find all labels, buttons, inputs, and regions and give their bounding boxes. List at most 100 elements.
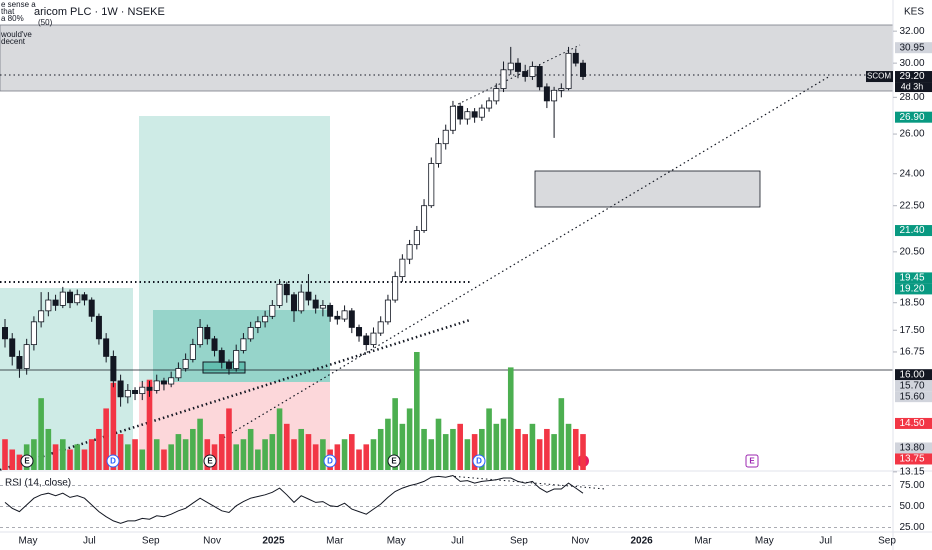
volume-bar xyxy=(9,449,16,470)
candle-body xyxy=(283,283,290,296)
volume-bar xyxy=(60,439,66,470)
note-text: that xyxy=(1,7,15,16)
volume-bar xyxy=(428,439,435,470)
volume-bar xyxy=(81,449,88,470)
price-tag-label: 19.20 xyxy=(899,284,924,295)
volume-bar xyxy=(377,428,384,470)
rsi-title: RSI (14, close) xyxy=(5,478,71,489)
volume-bar xyxy=(414,352,420,470)
event-marker xyxy=(106,454,120,468)
candle-body xyxy=(348,310,355,328)
candle-body xyxy=(110,356,117,382)
volume-bar xyxy=(529,423,536,470)
x-tick-label: 2026 xyxy=(630,536,653,547)
volume-bar xyxy=(471,434,478,470)
candle-body xyxy=(30,321,37,346)
price-tag xyxy=(895,417,932,429)
y-tick-label: 32.00 xyxy=(899,26,924,37)
candle-body xyxy=(341,310,348,320)
volume-bar xyxy=(110,382,117,470)
price-tag xyxy=(895,71,932,83)
symbol-label: SCOM xyxy=(867,72,891,81)
candle-body xyxy=(356,327,363,337)
event-label: D xyxy=(327,457,333,466)
candle-body xyxy=(421,205,428,231)
candle-body xyxy=(298,291,305,312)
candle-body xyxy=(370,332,377,346)
y-tick-label: 26.00 xyxy=(899,129,924,140)
price-tag xyxy=(895,453,932,465)
candle-body xyxy=(529,66,536,77)
y-tick-label: 16.75 xyxy=(899,347,924,358)
candle-body xyxy=(551,89,558,102)
volume-bar xyxy=(298,428,305,470)
volume-bar xyxy=(536,439,543,470)
symbol-tag xyxy=(866,71,893,83)
candle-body xyxy=(88,299,95,317)
x-tick-label: May xyxy=(19,536,38,547)
volume-bar xyxy=(88,439,95,470)
note-text: would've xyxy=(0,30,32,39)
volume-bar xyxy=(312,444,319,470)
volume-bar xyxy=(175,434,182,470)
candle-body xyxy=(428,163,435,207)
candle-body xyxy=(536,66,543,88)
price-tag-label: 21.40 xyxy=(899,225,924,236)
candle-body xyxy=(442,129,449,145)
price-tag xyxy=(895,442,932,454)
candle-body xyxy=(572,52,579,64)
price-tag-label: 15.70 xyxy=(899,380,924,391)
volume-bar xyxy=(572,428,579,470)
currency: KES xyxy=(904,7,924,18)
candle-body xyxy=(290,294,297,312)
volume-bar xyxy=(161,449,167,470)
volume-bar xyxy=(52,444,59,470)
candle-body xyxy=(168,377,175,385)
candle-body xyxy=(507,62,514,71)
candle-body xyxy=(67,291,74,304)
candle-body xyxy=(457,105,464,120)
note-text: a 80% xyxy=(1,14,24,23)
volume-bar xyxy=(421,428,427,470)
price-tag-label: 16.00 xyxy=(899,369,924,380)
price-tag-label: 30.95 xyxy=(899,42,924,53)
countdown-label: 4d 3h xyxy=(901,81,924,91)
x-tick-label: Mar xyxy=(326,536,344,547)
volume-bar xyxy=(291,439,297,470)
volume-bar xyxy=(486,408,492,470)
rsi-trend-line xyxy=(449,475,606,490)
volume-bar xyxy=(341,439,348,470)
candle-body xyxy=(486,100,493,109)
candle-body xyxy=(240,338,247,351)
event-label: D xyxy=(476,457,482,466)
note-text: decent xyxy=(1,37,26,46)
candle-body xyxy=(2,327,8,340)
volume-bar xyxy=(356,449,362,470)
price-tag-label: 26.90 xyxy=(899,112,924,123)
candle-body xyxy=(478,107,485,118)
x-tick-label: Jul xyxy=(451,536,464,547)
volume-bar xyxy=(406,408,413,470)
candle-body xyxy=(81,294,88,301)
volume-bar xyxy=(2,439,8,470)
countdown-tag xyxy=(895,82,932,93)
candle-body xyxy=(464,111,471,120)
candle-body xyxy=(9,338,16,357)
price-tag-label: 19.45 xyxy=(899,273,924,284)
volume-bar xyxy=(103,408,109,470)
rsi-line xyxy=(4,474,584,524)
price-tag xyxy=(895,42,932,54)
candle-body xyxy=(543,86,550,102)
candle-body xyxy=(262,315,269,323)
event-label: E xyxy=(24,457,30,466)
candle-body xyxy=(146,386,153,391)
y-tick-label: 13.15 xyxy=(899,467,924,478)
candle-body xyxy=(471,111,478,118)
y-tick-label: 75.00 xyxy=(899,480,924,491)
candle-body xyxy=(211,338,218,351)
candle-body xyxy=(52,299,59,306)
y-tick-label: 20.50 xyxy=(899,246,924,257)
price-tag xyxy=(895,369,932,381)
volume-bar xyxy=(283,423,290,470)
